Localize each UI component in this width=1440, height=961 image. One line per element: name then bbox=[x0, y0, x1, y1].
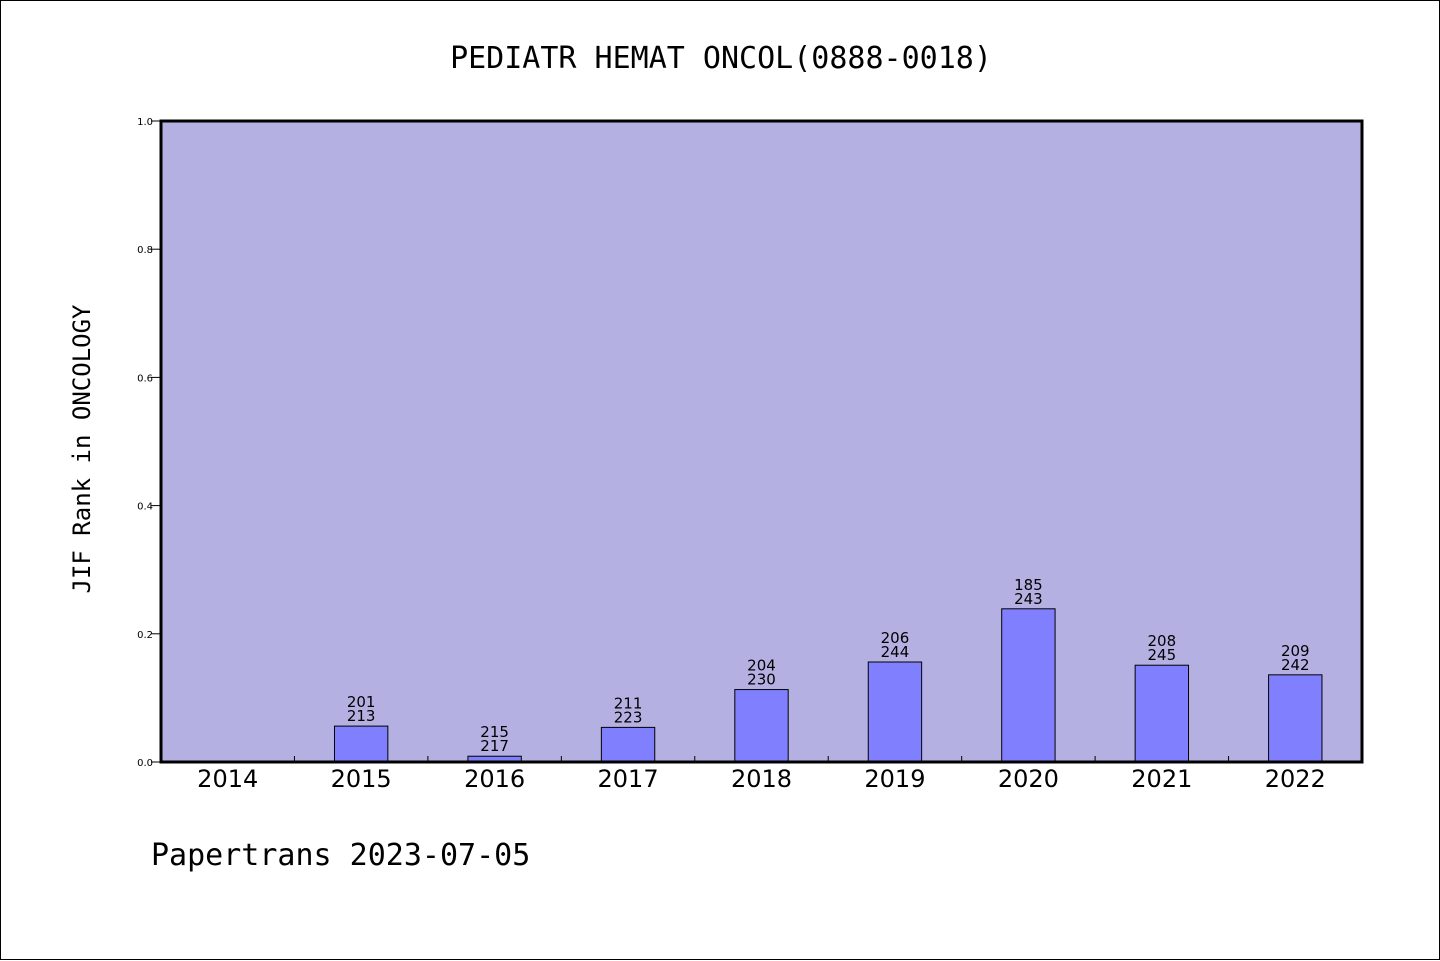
chart-title: PEDIATR HEMAT ONCOL(0888-0018) bbox=[450, 41, 992, 76]
y-tick-label: 1.0 bbox=[137, 117, 153, 128]
bar-label-rank: 208 bbox=[1148, 632, 1177, 650]
bar-label-rank: 209 bbox=[1281, 642, 1310, 660]
bar-series bbox=[333, 608, 1323, 763]
x-tick-label: 2021 bbox=[1131, 765, 1192, 793]
x-tick-label: 2018 bbox=[731, 765, 792, 793]
bar-2017 bbox=[600, 726, 656, 763]
bar-label-rank: 206 bbox=[881, 629, 910, 647]
bar-label-rank: 201 bbox=[347, 693, 376, 711]
bar-2018 bbox=[734, 689, 789, 763]
bar-label-total: 245 bbox=[1148, 646, 1177, 664]
bar-2020 bbox=[1001, 608, 1056, 763]
x-tick-label: 2016 bbox=[464, 765, 525, 793]
y-axis-title: JIF Rank in ONCOLOGY bbox=[68, 304, 96, 594]
x-tick-label: 2020 bbox=[998, 765, 1059, 793]
bar-2015 bbox=[333, 725, 389, 763]
y-tick-label: 0.8 bbox=[137, 245, 153, 256]
bar-2022 bbox=[1268, 674, 1323, 763]
plot-area bbox=[161, 121, 1362, 762]
y-tick-label: 0.0 bbox=[137, 758, 153, 769]
y-tick-label: 0.6 bbox=[137, 373, 153, 384]
x-tick-label: 2014 bbox=[197, 765, 258, 793]
bar-label-total: 213 bbox=[347, 707, 376, 725]
footer-watermark: Papertrans 2023-07-05 bbox=[151, 838, 530, 873]
bar-label-rank: 185 bbox=[1014, 576, 1043, 594]
bar-labels: 2012132152172112232042302062441852432082… bbox=[347, 576, 1310, 755]
bar-label-total: 243 bbox=[1014, 590, 1043, 608]
bar-label-rank: 204 bbox=[747, 657, 776, 675]
x-tick-label: 2015 bbox=[331, 765, 392, 793]
bar-label-total: 242 bbox=[1281, 656, 1310, 674]
y-axis: 0.0 0.2 0.4 0.6 0.8 1.0 bbox=[137, 117, 161, 769]
y-tick-label: 0.2 bbox=[137, 630, 153, 641]
x-tick-label: 2022 bbox=[1265, 765, 1326, 793]
bar-label-total: 217 bbox=[480, 737, 509, 755]
bar-label-total: 223 bbox=[614, 708, 643, 726]
bar-2021 bbox=[1134, 664, 1190, 763]
bar-label-rank: 215 bbox=[480, 723, 509, 741]
bar-label-total: 244 bbox=[881, 643, 910, 661]
plot-border bbox=[159, 119, 1364, 764]
bar-label-total: 230 bbox=[747, 671, 776, 689]
x-axis: 2014 2015 2016 2017 2018 2019 2020 2021 2022 bbox=[197, 756, 1326, 793]
x-tick-label: 2019 bbox=[864, 765, 925, 793]
bar-2019 bbox=[867, 661, 923, 763]
y-tick-label: 0.4 bbox=[137, 502, 153, 513]
x-tick-label: 2017 bbox=[598, 765, 659, 793]
bar-label-rank: 211 bbox=[614, 694, 643, 712]
